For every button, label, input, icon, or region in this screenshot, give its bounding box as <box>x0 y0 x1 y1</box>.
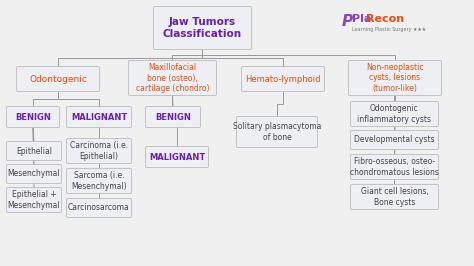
Text: Giant cell lesions,
Bone cysts: Giant cell lesions, Bone cysts <box>361 188 428 206</box>
Text: P: P <box>342 14 353 29</box>
Text: BENIGN: BENIGN <box>15 113 51 122</box>
Text: Learning Plastic Surgery ★★★: Learning Plastic Surgery ★★★ <box>352 27 426 32</box>
Text: Non-neoplastic
cysts, lesions
(tumor-like): Non-neoplastic cysts, lesions (tumor-lik… <box>366 64 424 93</box>
Text: Solitary plasmacytoma
of bone: Solitary plasmacytoma of bone <box>233 122 321 142</box>
Text: Carcinoma (i.e.
Epithelial): Carcinoma (i.e. Epithelial) <box>70 142 128 160</box>
FancyBboxPatch shape <box>348 60 441 95</box>
FancyBboxPatch shape <box>7 188 62 213</box>
Text: Pla: Pla <box>352 14 371 24</box>
FancyBboxPatch shape <box>66 198 131 218</box>
FancyBboxPatch shape <box>66 168 131 193</box>
Text: Maxillofacial
bone (osteo),
cartilage (chondro): Maxillofacial bone (osteo), cartilage (c… <box>136 64 209 93</box>
Text: Jaw Tumors
Classification: Jaw Tumors Classification <box>163 17 242 39</box>
Text: Carcinosarcoma: Carcinosarcoma <box>68 203 130 213</box>
FancyBboxPatch shape <box>350 131 438 149</box>
Text: Hemato-lymphoid: Hemato-lymphoid <box>245 74 321 84</box>
Text: Mesenchymal: Mesenchymal <box>8 169 60 178</box>
FancyBboxPatch shape <box>350 185 438 210</box>
Text: Sarcoma (i.e.
Mesenchymal): Sarcoma (i.e. Mesenchymal) <box>71 172 127 190</box>
FancyBboxPatch shape <box>66 139 131 164</box>
FancyBboxPatch shape <box>7 164 62 184</box>
Text: Odontogenic
inflammatory cysts: Odontogenic inflammatory cysts <box>357 105 431 123</box>
FancyBboxPatch shape <box>66 106 131 127</box>
FancyBboxPatch shape <box>17 66 100 92</box>
Text: MALIGNANT: MALIGNANT <box>71 113 127 122</box>
Text: Odontogenic: Odontogenic <box>29 74 87 84</box>
Text: Developmental cysts: Developmental cysts <box>354 135 435 144</box>
FancyBboxPatch shape <box>128 60 217 95</box>
FancyBboxPatch shape <box>237 117 318 148</box>
FancyBboxPatch shape <box>146 147 209 168</box>
FancyBboxPatch shape <box>7 106 60 127</box>
Text: Recon: Recon <box>366 14 404 24</box>
Text: MALIGNANT: MALIGNANT <box>149 152 205 161</box>
FancyBboxPatch shape <box>154 6 252 49</box>
Text: BENIGN: BENIGN <box>155 113 191 122</box>
FancyBboxPatch shape <box>7 142 62 160</box>
Text: Epithelial: Epithelial <box>16 147 52 156</box>
FancyBboxPatch shape <box>241 66 325 92</box>
FancyBboxPatch shape <box>146 106 201 127</box>
Text: Fibro-osseous, osteo-
chondromatous lesions: Fibro-osseous, osteo- chondromatous lesi… <box>350 157 439 177</box>
Text: Epithelial +
Mesenchymal: Epithelial + Mesenchymal <box>8 190 60 210</box>
FancyBboxPatch shape <box>350 155 438 180</box>
FancyBboxPatch shape <box>350 102 438 127</box>
